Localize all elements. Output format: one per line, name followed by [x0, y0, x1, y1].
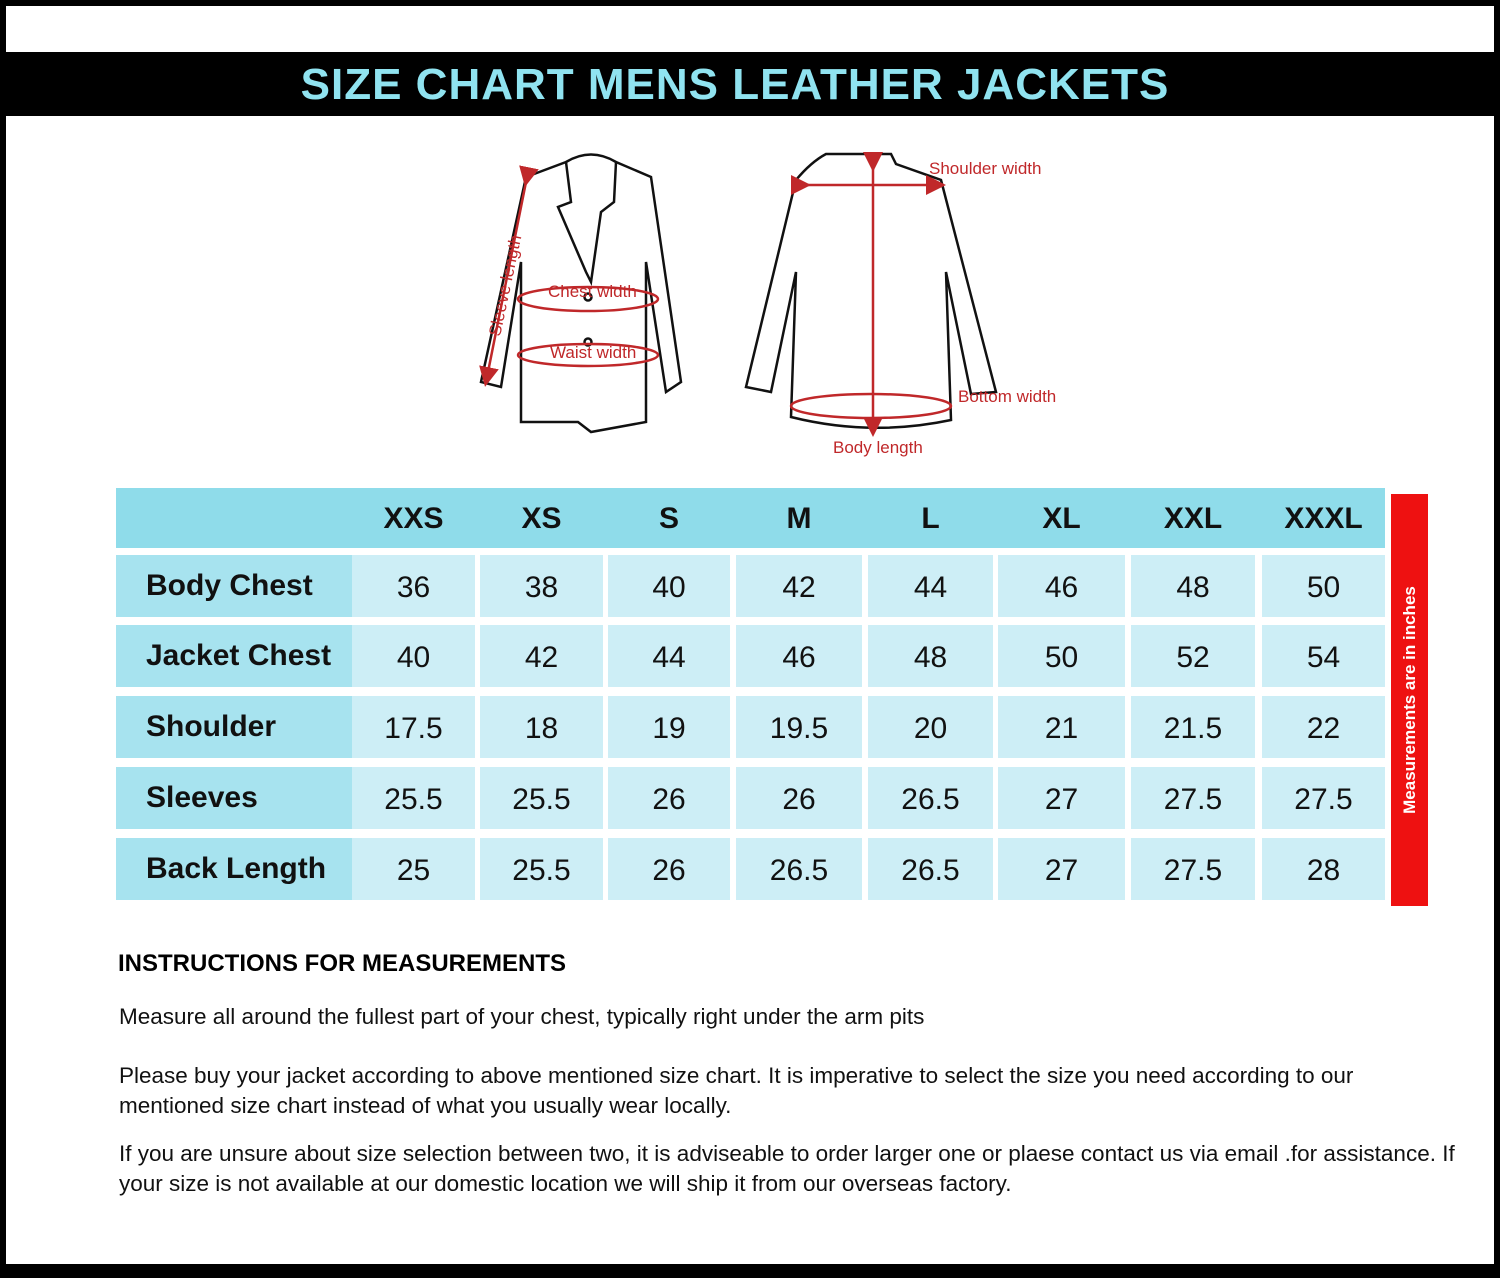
- size-header-l: L: [921, 502, 940, 535]
- label-sleeve-length: Sleeve length: [485, 233, 525, 338]
- table-cell: 22: [1262, 696, 1385, 758]
- table-cell: 27: [998, 838, 1125, 900]
- instruction-chest: Measure all around the fullest part of y…: [119, 1004, 925, 1029]
- size-header-xxs: XXS: [383, 502, 444, 535]
- instruction-unsure: If you are unsure about size selection b…: [119, 1141, 1455, 1196]
- table-cell: 21.5: [1131, 696, 1255, 758]
- table-cell: 18: [480, 696, 603, 758]
- page-title: SIZE CHART MENS LEATHER JACKETS: [300, 60, 1170, 109]
- content-area: SIZE CHART MENS LEATHER JACKETS Sleeve l…: [6, 6, 1494, 1264]
- table-cell: 19: [608, 696, 730, 758]
- row-label: Back Length: [116, 838, 352, 900]
- table-cell: 17.5: [352, 696, 475, 758]
- jacket-diagram: Sleeve length Chest width Waist width Sh…: [479, 152, 1056, 457]
- table-cell: 26.5: [868, 838, 993, 900]
- table-cell: 27.5: [1131, 838, 1255, 900]
- table-cell: 42: [480, 625, 603, 687]
- row-label: Jacket Chest: [116, 625, 352, 687]
- table-cell: 38: [480, 555, 603, 617]
- measurement-markers: [479, 152, 953, 437]
- back-jacket-drawing: [744, 152, 998, 430]
- front-jacket-drawing: [479, 153, 683, 434]
- table-cell: 26: [608, 838, 730, 900]
- table-cell: 40: [352, 625, 475, 687]
- size-header-xxxl: XXXL: [1284, 502, 1363, 535]
- table-cell: 27: [998, 767, 1125, 829]
- label-waist-width: Waist width: [550, 343, 636, 362]
- size-header-m: M: [786, 502, 812, 535]
- table-cell: 46: [736, 625, 862, 687]
- label-bottom-width: Bottom width: [958, 387, 1056, 406]
- table-cell: 25: [352, 838, 475, 900]
- instructions-heading: INSTRUCTIONS FOR MEASUREMENTS: [118, 950, 567, 977]
- table-cell: 52: [1131, 625, 1255, 687]
- title-band: SIZE CHART MENS LEATHER JACKETS: [6, 52, 1494, 116]
- table-cell: 25.5: [352, 767, 475, 829]
- units-note: Measurements are in inches: [1391, 494, 1428, 906]
- table-cell: 26.5: [736, 838, 862, 900]
- table-cell: 54: [1262, 625, 1385, 687]
- instruction-buy: Please buy your jacket according to abov…: [119, 1063, 1354, 1118]
- size-header-xl: XL: [1042, 502, 1081, 535]
- table-cell: 44: [608, 625, 730, 687]
- label-chest-width: Chest width: [548, 282, 637, 301]
- size-header-s: S: [658, 502, 679, 535]
- label-shoulder-width: Shoulder width: [929, 159, 1041, 178]
- table-cell: 25.5: [480, 767, 603, 829]
- table-cell: 21: [998, 696, 1125, 758]
- table-cell: 50: [1262, 555, 1385, 617]
- table-cell: 26.5: [868, 767, 993, 829]
- row-label: Sleeves: [116, 767, 352, 829]
- table-cell: 27.5: [1131, 767, 1255, 829]
- table-cell: 20: [868, 696, 993, 758]
- table-cell: 26: [608, 767, 730, 829]
- table-cell: 40: [608, 555, 730, 617]
- table-cell: 42: [736, 555, 862, 617]
- row-label: Body Chest: [116, 555, 352, 617]
- size-header-xs: XS: [521, 502, 562, 535]
- table-cell: 44: [868, 555, 993, 617]
- table-cell: 25.5: [480, 838, 603, 900]
- table-cell: 28: [1262, 838, 1385, 900]
- size-header-xxl: XXL: [1163, 502, 1223, 535]
- label-body-length: Body length: [833, 438, 923, 457]
- table-cell: 27.5: [1262, 767, 1385, 829]
- table-cell: 19.5: [736, 696, 862, 758]
- table-cell: 46: [998, 555, 1125, 617]
- row-label: Shoulder: [116, 696, 352, 758]
- table-cell: 50: [998, 625, 1125, 687]
- table-cell: 26: [736, 767, 862, 829]
- units-note-text: Measurements are in inches: [1399, 586, 1419, 814]
- table-cell: 48: [1131, 555, 1255, 617]
- size-header-row: [116, 488, 1385, 548]
- table-cell: 48: [868, 625, 993, 687]
- table-cell: 36: [352, 555, 475, 617]
